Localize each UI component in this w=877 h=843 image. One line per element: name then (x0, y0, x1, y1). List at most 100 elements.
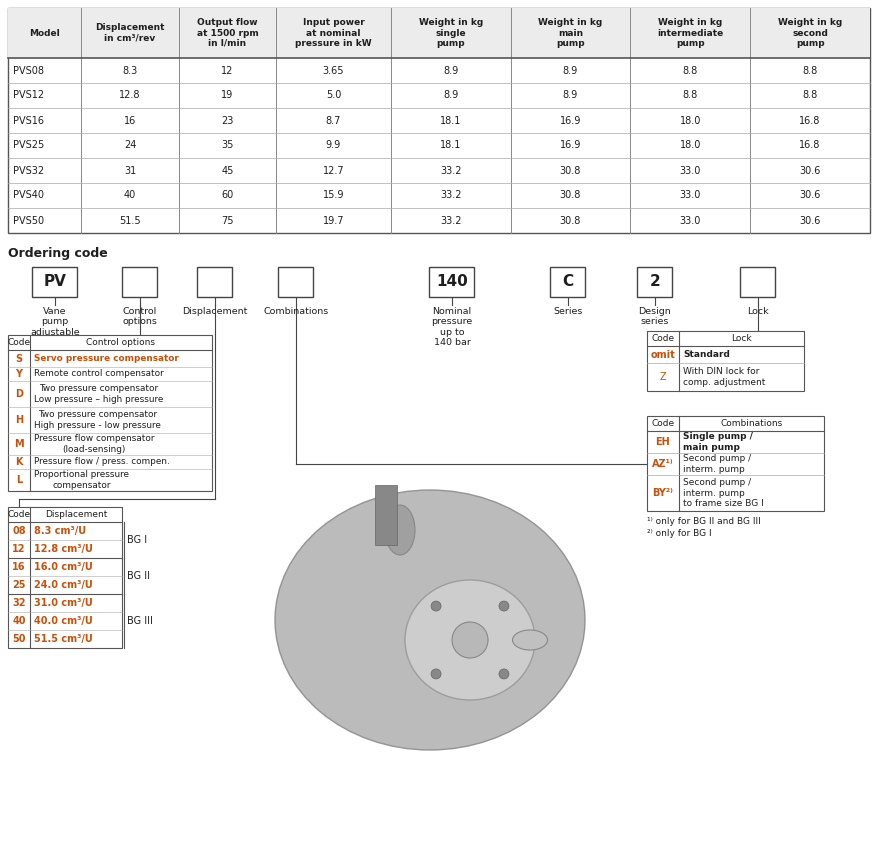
Text: 16.0 cm³/U: 16.0 cm³/U (34, 562, 93, 572)
Text: Series: Series (553, 307, 582, 316)
Text: 30.6: 30.6 (798, 216, 820, 225)
Text: 08: 08 (12, 526, 25, 536)
Text: 2: 2 (649, 275, 660, 289)
Text: BY²⁾: BY²⁾ (652, 488, 673, 498)
Text: 51.5 cm³/U: 51.5 cm³/U (34, 634, 93, 644)
Text: Two pressure compensator
High pressure - low pressure: Two pressure compensator High pressure -… (34, 411, 160, 430)
Bar (637, 267, 672, 297)
Text: 8.7: 8.7 (325, 115, 340, 126)
Bar (8, 8, 869, 58)
Text: 12.8 cm³/U: 12.8 cm³/U (34, 544, 93, 554)
Text: 8.8: 8.8 (682, 66, 697, 76)
Text: 30.8: 30.8 (560, 165, 581, 175)
Text: 12: 12 (12, 544, 25, 554)
Text: Proportional pressure
compensator: Proportional pressure compensator (34, 470, 129, 490)
Bar (197, 267, 232, 297)
Text: 16.9: 16.9 (560, 115, 581, 126)
Text: PVS32: PVS32 (13, 165, 44, 175)
Bar (739, 267, 774, 297)
Text: 5.0: 5.0 (325, 90, 340, 100)
Text: Vane
pump
adjustable: Vane pump adjustable (30, 307, 80, 337)
Text: 8.9: 8.9 (562, 66, 577, 76)
Circle shape (431, 669, 440, 679)
Text: Weight in kg
main
pump: Weight in kg main pump (538, 18, 602, 48)
Text: D: D (15, 389, 23, 399)
Text: 19.7: 19.7 (322, 216, 344, 225)
Ellipse shape (275, 490, 584, 750)
Text: 16: 16 (12, 562, 25, 572)
Text: PVS12: PVS12 (13, 90, 44, 100)
Ellipse shape (512, 630, 547, 650)
Circle shape (498, 601, 509, 611)
Text: 8.3: 8.3 (122, 66, 138, 76)
Text: 16.8: 16.8 (798, 141, 820, 151)
Bar (550, 267, 585, 297)
Text: 40: 40 (124, 191, 136, 201)
Text: 40.0 cm³/U: 40.0 cm³/U (34, 616, 93, 626)
Text: Y: Y (16, 369, 23, 379)
Bar (374, 485, 396, 545)
Text: 33.0: 33.0 (679, 216, 700, 225)
Text: Two pressure compensator
Low pressure – high pressure: Two pressure compensator Low pressure – … (34, 384, 163, 404)
Text: Single pump /
main pump: Single pump / main pump (682, 432, 752, 452)
Bar (278, 267, 313, 297)
Text: PVS25: PVS25 (13, 141, 44, 151)
Text: 8.9: 8.9 (443, 90, 458, 100)
Text: Control options: Control options (87, 338, 155, 347)
Text: BG III: BG III (127, 616, 153, 626)
Text: Input power
at nominal
pressure in kW: Input power at nominal pressure in kW (295, 18, 371, 48)
Text: 16.8: 16.8 (798, 115, 820, 126)
Text: Lock: Lock (731, 334, 751, 343)
Text: Displacement
in cm³/rev: Displacement in cm³/rev (95, 24, 165, 43)
Text: 16.9: 16.9 (560, 141, 581, 151)
Text: Displacement: Displacement (45, 510, 107, 519)
Ellipse shape (404, 580, 534, 700)
Text: Nominal
pressure
up to
140 bar: Nominal pressure up to 140 bar (431, 307, 472, 347)
Text: Weight in kg
intermediate
pump: Weight in kg intermediate pump (656, 18, 723, 48)
Circle shape (431, 601, 440, 611)
Text: 50: 50 (12, 634, 25, 644)
Text: 32: 32 (12, 598, 25, 608)
Text: PVS16: PVS16 (13, 115, 44, 126)
Text: 140: 140 (436, 275, 467, 289)
Text: 18.0: 18.0 (679, 141, 700, 151)
Text: Second pump /
interm. pump: Second pump / interm. pump (682, 454, 750, 474)
Text: 18.1: 18.1 (439, 115, 460, 126)
Text: Design
series: Design series (638, 307, 671, 326)
Text: 12.7: 12.7 (322, 165, 344, 175)
Text: 51.5: 51.5 (119, 216, 140, 225)
Text: 3.65: 3.65 (322, 66, 344, 76)
Text: 33.2: 33.2 (439, 165, 460, 175)
Text: S: S (16, 353, 23, 363)
Text: 30.6: 30.6 (798, 191, 820, 201)
Text: 12: 12 (221, 66, 233, 76)
Text: 18.1: 18.1 (439, 141, 460, 151)
Text: 33.0: 33.0 (679, 165, 700, 175)
Text: 40: 40 (12, 616, 25, 626)
Text: PV: PV (44, 275, 67, 289)
Text: Displacement: Displacement (182, 307, 247, 316)
Text: 8.8: 8.8 (802, 66, 816, 76)
Text: 30.6: 30.6 (798, 165, 820, 175)
Text: Combinations: Combinations (719, 419, 781, 428)
Text: 24.0 cm³/U: 24.0 cm³/U (34, 580, 93, 590)
Text: ²⁾ only for BG I: ²⁾ only for BG I (646, 529, 711, 538)
Text: Pressure flow compensator
(load-sensing): Pressure flow compensator (load-sensing) (34, 434, 154, 454)
Text: L: L (16, 475, 22, 485)
Text: Ordering code: Ordering code (8, 247, 108, 260)
Text: 24: 24 (124, 141, 136, 151)
Text: Z: Z (659, 372, 666, 382)
Bar (8, 507, 122, 648)
Text: PVS08: PVS08 (13, 66, 44, 76)
Text: 45: 45 (221, 165, 233, 175)
Text: Code: Code (651, 334, 674, 343)
Text: 12.8: 12.8 (119, 90, 140, 100)
Text: ¹⁾ only for BG II and BG III: ¹⁾ only for BG II and BG III (646, 517, 759, 526)
Text: 9.9: 9.9 (325, 141, 340, 151)
Bar (8, 335, 211, 491)
Text: 33.0: 33.0 (679, 191, 700, 201)
Text: 15.9: 15.9 (322, 191, 344, 201)
Ellipse shape (384, 505, 415, 555)
Text: Standard: Standard (682, 350, 729, 359)
Text: 8.3 cm³/U: 8.3 cm³/U (34, 526, 86, 536)
